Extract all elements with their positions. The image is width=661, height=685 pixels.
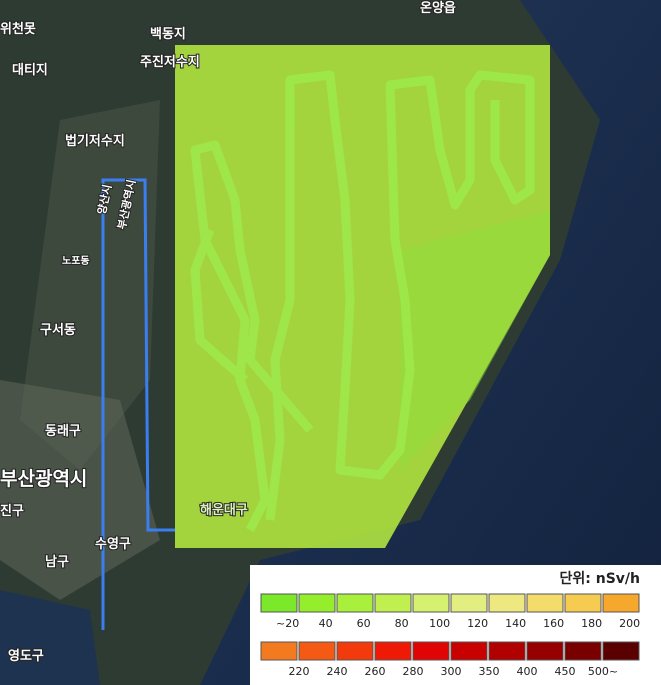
place-label: 영도구 xyxy=(8,649,44,664)
harbor xyxy=(0,590,100,685)
legend-label: 40 xyxy=(319,617,333,630)
legend-swatch xyxy=(526,593,564,613)
dose-overlay xyxy=(400,210,550,470)
legend-label: 400 xyxy=(517,665,538,678)
legend-swatch xyxy=(564,641,602,661)
legend-swatch xyxy=(488,593,526,613)
legend-swatch xyxy=(564,593,602,613)
legend-swatch xyxy=(412,641,450,661)
legend-label: 240 xyxy=(327,665,348,678)
place-label: 동래구 xyxy=(45,424,81,439)
place-label: 구서동 xyxy=(40,323,76,338)
place-label: 대티지 xyxy=(12,62,48,78)
place-label: 주진저수지 xyxy=(140,54,200,70)
legend-label: 80 xyxy=(395,617,409,630)
legend-swatch xyxy=(374,641,412,661)
legend-swatch xyxy=(450,593,488,613)
survey-track xyxy=(190,70,535,533)
legend-swatch xyxy=(260,593,298,613)
legend-label: 280 xyxy=(403,665,424,678)
legend-label: 350 xyxy=(479,665,500,678)
legend-label: ~20 xyxy=(276,617,299,630)
legend-swatch xyxy=(298,641,336,661)
legend-swatch xyxy=(450,641,488,661)
legend-swatch xyxy=(602,641,640,661)
legend-swatch xyxy=(336,641,374,661)
dose-overlay xyxy=(175,45,550,548)
legend-swatch xyxy=(602,593,640,613)
place-label: 수영구 xyxy=(95,537,131,552)
legend-swatch xyxy=(374,593,412,613)
legend-label: 200 xyxy=(619,617,640,630)
legend-swatch xyxy=(298,593,336,613)
legend-swatch xyxy=(260,641,298,661)
urban xyxy=(20,100,160,470)
sea xyxy=(200,0,661,685)
legend-label: 180 xyxy=(581,617,602,630)
legend-swatch xyxy=(488,641,526,661)
place-label: 위천못 xyxy=(0,22,36,37)
legend-panel xyxy=(250,565,661,685)
legend-unit: 단위: nSv/h xyxy=(560,570,641,587)
place-label: 진구 xyxy=(0,503,24,519)
legend-label: 140 xyxy=(505,617,526,630)
place-label: 해운대구 xyxy=(200,502,248,518)
urban xyxy=(0,380,160,600)
legend-label: 450 xyxy=(555,665,576,678)
legend-label: 300 xyxy=(441,665,462,678)
place-label: 노포동 xyxy=(62,255,90,267)
place-label: 백동지 xyxy=(150,27,186,42)
place-label: 법기저수지 xyxy=(65,133,125,149)
place-label: 남구 xyxy=(45,554,69,570)
legend-label: 220 xyxy=(289,665,310,678)
legend-label: 60 xyxy=(357,617,371,630)
boundary xyxy=(101,178,175,630)
legend-label: 160 xyxy=(543,617,564,630)
legend-label: 100 xyxy=(429,617,450,630)
place-label: 부산광역시 xyxy=(0,468,87,490)
legend-label: 120 xyxy=(467,617,488,630)
legend-swatch xyxy=(412,593,450,613)
place-label: 온양읍 xyxy=(420,0,456,16)
legend-swatch xyxy=(336,593,374,613)
legend-label: 500~ xyxy=(588,665,618,678)
legend: ~20 40 60 80 100 120 140 160 180 200 220 240 260 280 3… xyxy=(260,593,640,678)
legend-label: 260 xyxy=(365,665,386,678)
legend-swatch xyxy=(526,641,564,661)
